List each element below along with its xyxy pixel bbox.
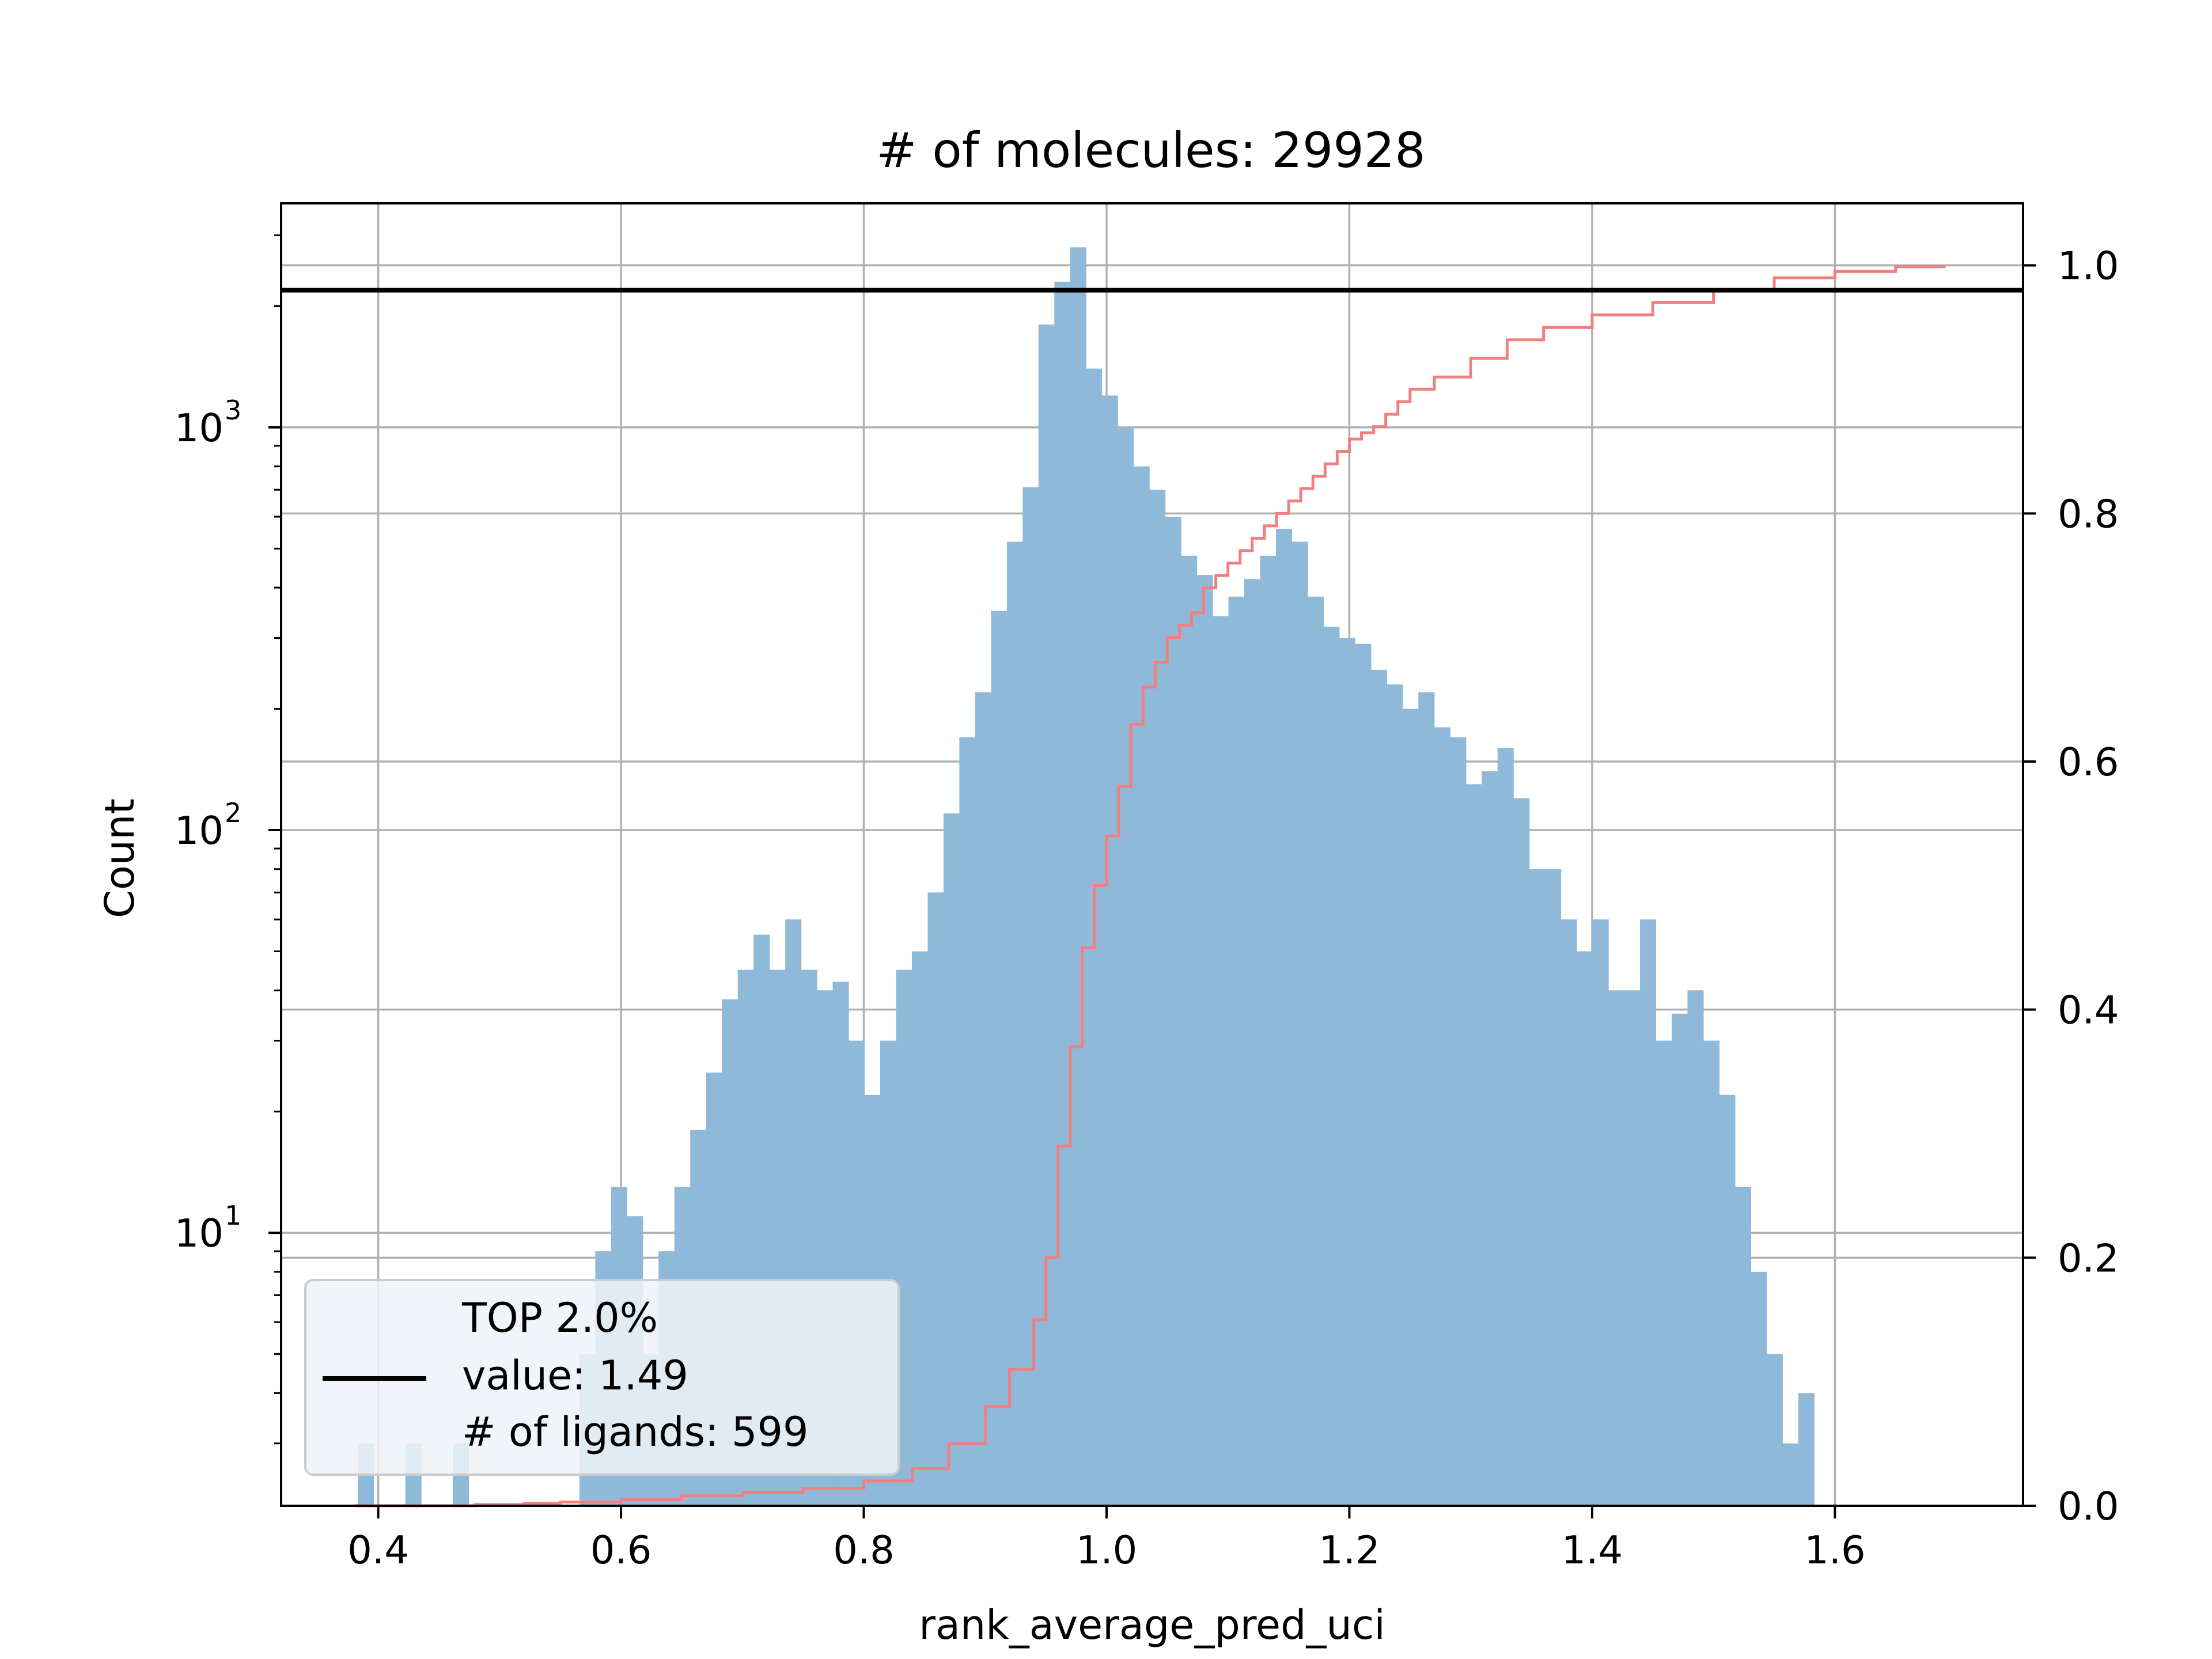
histogram-bar — [1671, 1013, 1688, 1506]
legend-line-3: # of ligands: 599 — [462, 1408, 809, 1456]
histogram-bar — [1624, 990, 1641, 1506]
histogram-bar — [975, 692, 991, 1506]
x-tick-label: 1.2 — [1319, 1528, 1380, 1573]
histogram-bar — [1656, 1040, 1672, 1506]
histogram-bar — [1577, 951, 1593, 1506]
histogram-bar — [1513, 798, 1530, 1506]
histogram-bar — [1244, 579, 1261, 1506]
cumulative-step-line — [354, 265, 1946, 1508]
histogram-bar — [1101, 395, 1118, 1506]
y-tick-exponent: 2 — [225, 797, 241, 828]
histogram-bars — [358, 247, 1815, 1506]
x-axis: 0.4 0.6 0.8 1.0 1.2 1.4 1.6 — [347, 1506, 1866, 1573]
histogram-bar — [911, 951, 929, 1506]
x-tick-label: 1.4 — [1562, 1528, 1623, 1573]
histogram-bar — [1497, 748, 1514, 1506]
histogram-bar — [1687, 990, 1704, 1506]
histogram-bar — [1592, 919, 1609, 1506]
histogram-bar — [1719, 1094, 1736, 1506]
histogram-bar — [1196, 575, 1213, 1506]
histogram-bar — [1545, 869, 1562, 1506]
y2-tick-label: 0.6 — [2058, 740, 2119, 785]
histogram-bar — [1118, 427, 1134, 1506]
histogram-bar — [1275, 528, 1293, 1506]
histogram-bar — [1133, 466, 1150, 1506]
histogram-bar — [1608, 990, 1625, 1506]
histogram-bar — [1054, 282, 1071, 1506]
histogram-bar — [1418, 692, 1435, 1506]
histogram-bar — [1387, 684, 1403, 1506]
x-tick-label: 1.0 — [1076, 1528, 1138, 1573]
histogram-bar — [1370, 669, 1387, 1506]
y-axis-right: 0.0 0.2 0.4 0.6 0.8 1.0 — [2023, 244, 2119, 1529]
plot-area-frame — [280, 202, 2024, 1507]
y2-tick-label: 1.0 — [2058, 244, 2119, 289]
histogram-bar — [1006, 541, 1023, 1506]
histogram-bar — [1149, 490, 1166, 1506]
x-axis-label: rank_average_pred_uci — [919, 1601, 1385, 1649]
histogram-bar — [1022, 487, 1039, 1506]
histogram-bar — [1165, 517, 1181, 1506]
histogram-bar — [1339, 638, 1355, 1506]
y-tick-exponent: 3 — [225, 395, 241, 426]
histogram-bar — [1228, 596, 1245, 1506]
legend-box — [304, 1279, 900, 1476]
cumulative-curve — [354, 265, 1946, 1508]
histogram-bar — [1465, 784, 1482, 1506]
y2-tick-label: 0.2 — [2058, 1236, 2119, 1281]
histogram-bar — [991, 611, 1007, 1506]
y2-tick-label: 0.4 — [2058, 988, 2119, 1033]
histogram-bar — [1766, 1354, 1783, 1506]
histogram-bar — [1434, 727, 1450, 1506]
histogram-bar — [1482, 771, 1498, 1506]
histogram-bar — [1181, 555, 1198, 1506]
histogram-bar — [927, 892, 944, 1506]
histogram-bar — [1782, 1443, 1799, 1506]
histogram-bar — [1402, 709, 1419, 1506]
histogram-bar — [1529, 869, 1546, 1506]
histogram-bar — [1751, 1271, 1767, 1506]
x-tick-label: 1.6 — [1804, 1528, 1866, 1573]
chart-title: # of molecules: 29928 — [876, 122, 1425, 179]
histogram-bar — [943, 813, 960, 1506]
histogram-bar — [1734, 1187, 1751, 1506]
y-tick-label: 10 — [175, 1211, 224, 1256]
x-tick-label: 0.8 — [833, 1528, 895, 1573]
histogram-bar — [1450, 737, 1467, 1506]
histogram-bar — [1291, 541, 1308, 1506]
y-tick-label: 10 — [175, 406, 224, 450]
y-tick-exponent: 1 — [225, 1200, 241, 1231]
y-axis-label: Count — [96, 798, 143, 918]
histogram-bar — [1307, 596, 1324, 1506]
histogram-bar — [1355, 643, 1372, 1506]
y2-tick-label: 0.0 — [2058, 1484, 2119, 1529]
histogram-bar — [1560, 919, 1577, 1506]
legend: TOP 2.0% value: 1.49 # of ligands: 599 — [304, 1279, 900, 1476]
y2-tick-label: 0.8 — [2058, 491, 2119, 536]
histogram-bar — [1260, 555, 1277, 1506]
x-tick-label: 0.6 — [590, 1528, 652, 1573]
histogram-bar — [1038, 324, 1055, 1506]
histogram-bar — [1070, 247, 1086, 1506]
histogram-bar — [1323, 626, 1340, 1506]
histogram-bar — [1640, 919, 1657, 1506]
histogram-bar — [1798, 1393, 1815, 1506]
histogram-bar — [959, 737, 976, 1506]
y-tick-label: 10 — [175, 808, 224, 853]
histogram-bar — [1213, 616, 1229, 1506]
legend-line-1: TOP 2.0% — [461, 1294, 658, 1342]
histogram-bar — [1703, 1040, 1720, 1506]
legend-line-2: value: 1.49 — [462, 1352, 688, 1399]
x-tick-label: 0.4 — [347, 1528, 409, 1573]
